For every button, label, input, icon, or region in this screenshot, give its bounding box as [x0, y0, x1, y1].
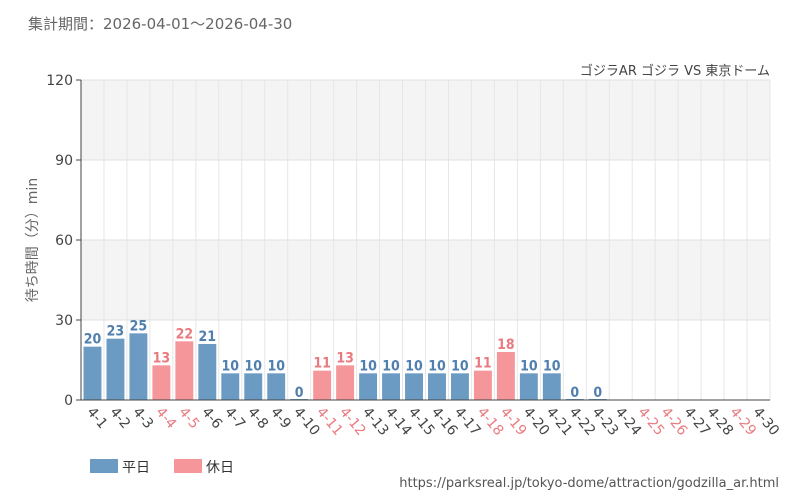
y-tick-label: 60 [55, 233, 73, 249]
bar [152, 365, 171, 400]
data-label: 21 [199, 329, 217, 345]
x-tick-label: 4-4 [152, 404, 179, 432]
y-tick-label: 30 [55, 313, 73, 329]
data-label: 10 [543, 358, 561, 374]
bar [519, 373, 538, 400]
data-label: 10 [405, 358, 423, 374]
y-tick-labels: 0 30 60 90 120 [46, 73, 81, 409]
bar [542, 373, 561, 400]
data-label: 10 [451, 358, 469, 374]
legend-swatch-weekday [90, 459, 118, 473]
data-label: 23 [107, 324, 125, 340]
data-label: 0 [295, 385, 304, 401]
data-label: 10 [267, 358, 285, 374]
bar [405, 373, 423, 400]
data-label: 11 [313, 356, 331, 372]
data-label: 18 [497, 337, 515, 353]
x-tick-labels: 4-14-24-34-44-54-64-74-84-94-104-114-124… [83, 404, 782, 439]
bar [198, 344, 217, 400]
x-tick-label: 4-6 [198, 404, 225, 432]
x-tick-label: 4-2 [106, 404, 133, 432]
bar [83, 346, 102, 400]
y-tick-label: 0 [64, 393, 73, 409]
data-label: 10 [428, 358, 446, 374]
y-tick-label: 90 [55, 153, 73, 169]
data-label: 13 [336, 350, 354, 366]
bar [129, 333, 148, 400]
bar [450, 373, 469, 400]
period-label: 集計期間：2026-04-01～2026-04-30 [28, 15, 292, 33]
bar [175, 341, 194, 400]
data-label: 22 [176, 326, 194, 342]
y-tick-label: 120 [46, 73, 73, 89]
source-url: https://parksreal.jp/tokyo-dome/attracti… [399, 476, 779, 491]
bar [382, 373, 401, 400]
grid-lines [81, 79, 771, 400]
y-axis-label: 待ち時間（分）min [25, 178, 41, 302]
bar [106, 338, 125, 400]
bar [221, 373, 240, 400]
data-label: 0 [570, 385, 579, 401]
data-label: 13 [153, 350, 171, 366]
data-label: 20 [84, 332, 102, 348]
legend-label-weekday: 平日 [122, 460, 150, 476]
x-tick-label: 4-3 [129, 404, 156, 432]
x-tick-label: 4-7 [221, 404, 248, 432]
bar [428, 373, 446, 400]
x-tick-label: 4-5 [175, 404, 202, 432]
bar [473, 370, 492, 400]
legend-label-holiday: 休日 [206, 460, 234, 476]
x-tick-label: 4-1 [83, 404, 110, 432]
data-label: 10 [359, 358, 377, 374]
bar [313, 370, 332, 400]
data-label: 10 [382, 358, 400, 374]
bar [244, 373, 263, 400]
data-label: 11 [474, 356, 492, 372]
legend-swatch-holiday [174, 459, 202, 473]
x-tick-label: 4-8 [244, 404, 271, 432]
data-label: 10 [520, 358, 538, 374]
data-label: 25 [130, 318, 148, 334]
data-label: 10 [222, 358, 240, 374]
bar [267, 373, 286, 400]
data-label: 10 [244, 358, 262, 374]
x-tick-label: 4-9 [267, 404, 294, 432]
bar [336, 365, 355, 400]
bar [359, 373, 378, 400]
data-label: 0 [593, 385, 602, 401]
bar-series [83, 333, 607, 400]
bar [496, 352, 515, 400]
legend: 平日 休日 [90, 459, 234, 476]
chart-subtitle: ゴジラAR ゴジラ VS 東京ドーム [580, 63, 770, 79]
